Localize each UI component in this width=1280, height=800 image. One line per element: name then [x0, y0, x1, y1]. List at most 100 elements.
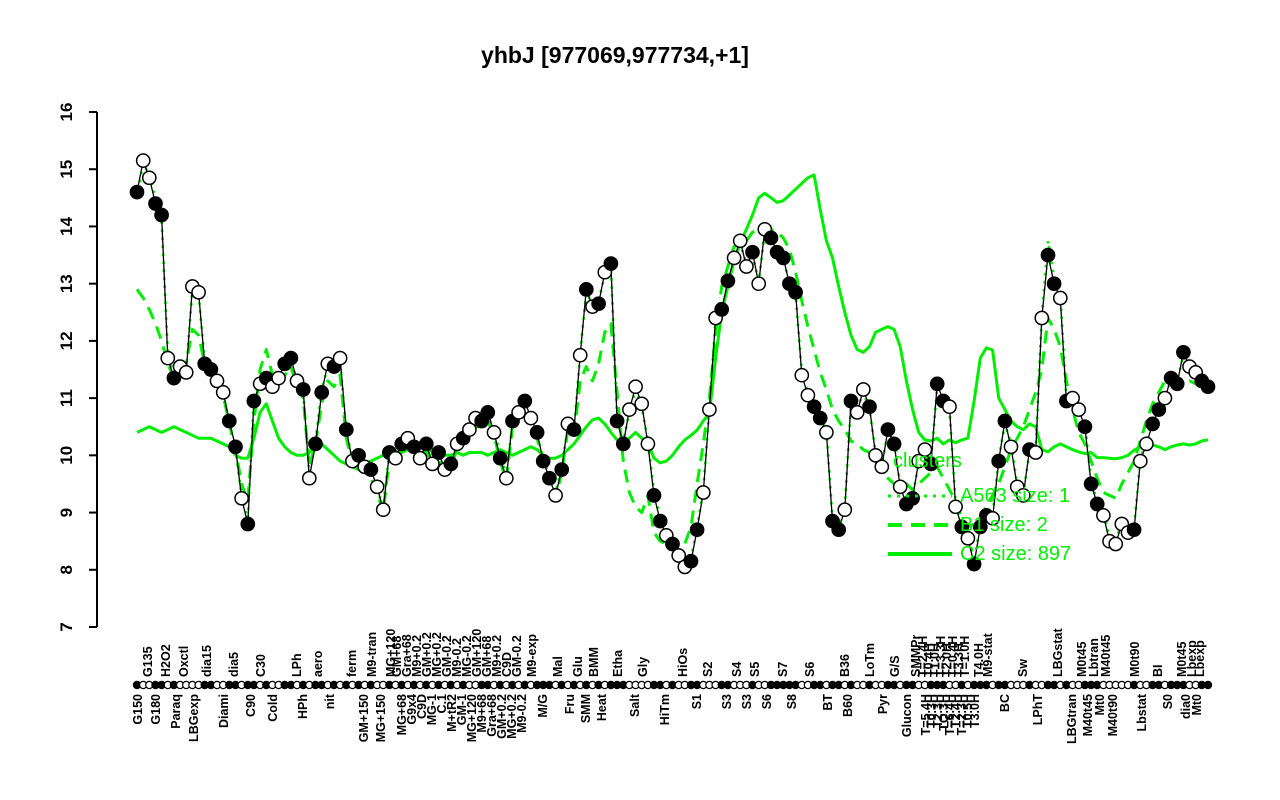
- filled-point: [203, 362, 219, 377]
- condition-label: S4: [730, 662, 744, 677]
- open-point: [135, 153, 151, 168]
- filled-point: [308, 436, 323, 452]
- y-axis: 7 8 9 10 11 12 13 14 15 16: [57, 103, 98, 632]
- condition-label: M+tR2: [445, 694, 459, 732]
- open-point: [960, 530, 976, 546]
- condition-label: Diami: [217, 694, 231, 728]
- open-point: [209, 373, 225, 389]
- condition-label: Gra+68: [400, 634, 414, 677]
- condition-label: HiTm: [658, 694, 672, 725]
- condition-label: Cold: [266, 694, 280, 722]
- open-point: [511, 405, 526, 420]
- condition-label: T=2.3H: [955, 694, 969, 735]
- open-point: [942, 399, 957, 415]
- open-point: [1157, 390, 1173, 406]
- condition-label: MG+120: [384, 629, 398, 677]
- filled-point: [862, 399, 877, 415]
- open-point: [141, 170, 157, 186]
- open-point: [1015, 488, 1031, 503]
- condition-label: aero: [311, 650, 325, 677]
- condition-label: SMMPr: [909, 635, 923, 678]
- filled-point: [517, 393, 533, 409]
- open-point: [640, 436, 656, 452]
- condition-label: T0.4H: [922, 643, 936, 677]
- condition-label: GM+0.2: [495, 694, 509, 739]
- filled-point: [480, 405, 496, 420]
- condition-label: GM+120: [470, 629, 484, 677]
- open-point: [332, 350, 348, 366]
- filled-point: [646, 488, 662, 503]
- condition-label: BMM: [587, 647, 601, 677]
- filled-point: [1169, 376, 1185, 392]
- condition-label: Lbexp: [1193, 640, 1207, 677]
- condition-label: Pyr: [876, 694, 890, 714]
- filled-point: [745, 244, 760, 260]
- condition-label: Mt0: [1093, 694, 1107, 716]
- condition-label: S6: [803, 662, 817, 677]
- open-point: [1096, 508, 1111, 523]
- condition-label: T=5.4H: [919, 694, 933, 735]
- condition-label: LPh: [290, 653, 304, 677]
- open-point: [523, 410, 539, 426]
- open-point: [412, 450, 428, 466]
- condition-label: Lbstat: [1135, 693, 1149, 731]
- condition-label: BT: [821, 694, 835, 711]
- condition-label: T3.0H: [968, 694, 982, 728]
- condition-label: LBGtran: [1065, 694, 1079, 744]
- condition-label: GM-0.2: [440, 635, 454, 677]
- y-tick-label: 14: [57, 216, 76, 235]
- y-tick-label: 9: [57, 508, 76, 517]
- condition-label: T0.3H: [925, 694, 939, 728]
- open-point: [1034, 310, 1050, 326]
- open-point: [1065, 390, 1080, 406]
- condition-label: M9-stat: [981, 632, 995, 677]
- filled-point: [689, 522, 705, 538]
- condition-label: G135: [141, 646, 155, 677]
- legend-entry-label: A563 size: 1: [960, 485, 1070, 507]
- condition-label: MG+120: [465, 694, 479, 742]
- condition-label: T=2.4H: [916, 636, 930, 677]
- condition-label: S3: [720, 694, 734, 709]
- open-point: [572, 347, 588, 363]
- legend-entry-label: C2 size: 897: [960, 543, 1071, 565]
- condition-label: S7: [776, 662, 790, 677]
- condition-label: GM-0.2: [510, 635, 524, 677]
- open-point: [868, 447, 883, 463]
- condition-axis-labels: G150 G135 G180 H2O2 Paraq Oxctl LBGexp dia15 Dia…: [131, 628, 1207, 744]
- open-point: [486, 425, 502, 440]
- filled-point: [591, 296, 606, 312]
- filled-point: [1077, 419, 1093, 435]
- filled-point: [788, 284, 803, 300]
- condition-label: Glucon: [900, 694, 914, 737]
- open-point: [917, 442, 933, 457]
- open-point: [1139, 436, 1154, 452]
- y-tick-label: 7: [57, 622, 76, 631]
- condition-marker: [1203, 680, 1213, 690]
- filled-point: [1089, 496, 1105, 512]
- filled-point: [566, 422, 582, 437]
- condition-label: dia0: [1179, 694, 1193, 719]
- y-tick-label: 10: [57, 446, 76, 465]
- open-point: [1071, 402, 1087, 417]
- filled-point: [154, 207, 169, 223]
- condition-label: GM+150: [357, 694, 371, 742]
- condition-label: G9x4: [405, 694, 419, 725]
- open-point: [874, 459, 890, 475]
- filled-point: [283, 350, 299, 366]
- filled-point: [578, 282, 594, 297]
- open-point: [702, 402, 717, 417]
- open-point: [819, 425, 834, 440]
- filled-point: [1176, 344, 1191, 360]
- y-tick-label: 16: [57, 103, 76, 122]
- filled-point: [603, 256, 619, 271]
- condition-label: Salt: [628, 693, 642, 717]
- condition-label: GM+68: [480, 636, 494, 677]
- condition-label: Fru: [563, 694, 577, 714]
- condition-label: T2.4H: [949, 694, 963, 728]
- condition-label: M9+0.2: [410, 635, 424, 677]
- filled-point: [966, 556, 982, 572]
- filled-point: [129, 184, 145, 200]
- condition-label: Sw: [1016, 659, 1030, 677]
- condition-label: M0t45: [1175, 642, 1189, 677]
